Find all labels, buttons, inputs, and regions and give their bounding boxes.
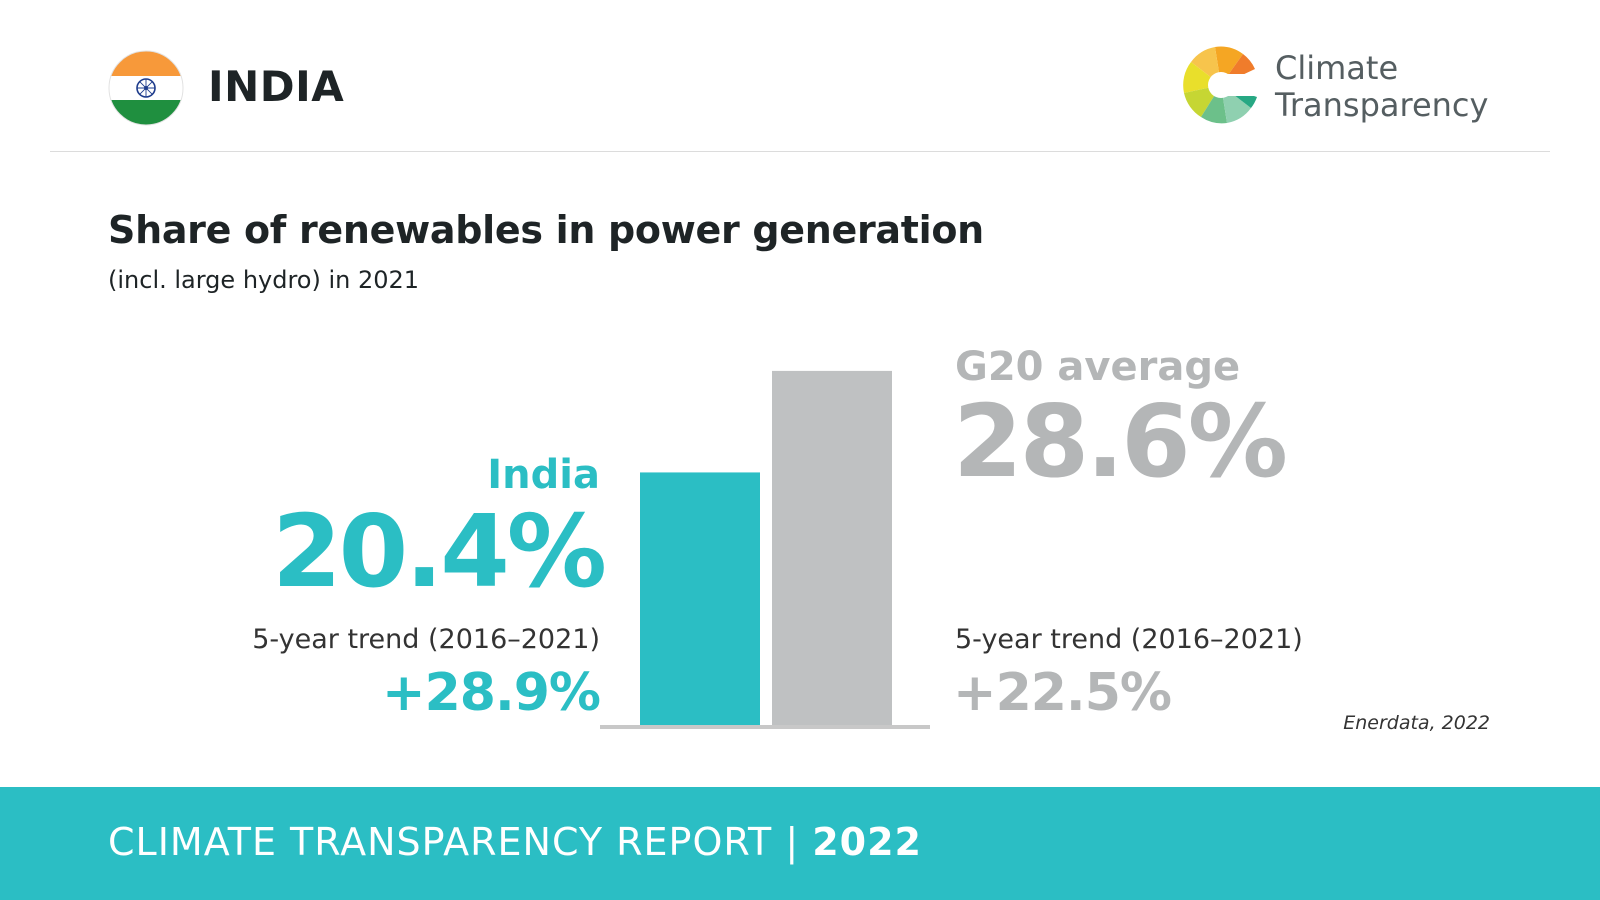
- country-trend-label: 5-year trend (2016–2021): [252, 624, 600, 655]
- chart-subtitle: (incl. large hydro) in 2021: [108, 266, 420, 294]
- footer-banner: [0, 787, 1600, 900]
- g20-trend-label: 5-year trend (2016–2021): [955, 624, 1303, 655]
- country-trend-value: +28.9%: [382, 663, 601, 723]
- chart-title: Share of renewables in power generation: [108, 208, 984, 252]
- country-name: INDIA: [208, 62, 345, 111]
- logo-line-1: Climate: [1275, 49, 1399, 87]
- footer-report-name: CLIMATE TRANSPARENCY REPORT: [108, 820, 773, 864]
- logo-text: Climate Transparency: [1275, 50, 1488, 124]
- logo-line-2: Transparency: [1275, 86, 1489, 124]
- g20-trend-value: +22.5%: [953, 663, 1172, 723]
- india-flag-icon: [108, 50, 184, 126]
- g20-series-label: G20 average: [955, 344, 1241, 390]
- country-value-label: 20.4%: [272, 493, 607, 610]
- bar-g20-average: [772, 370, 892, 725]
- header-divider: [50, 151, 1550, 152]
- g20-value-label: 28.6%: [953, 383, 1288, 500]
- footer-year: 2022: [812, 820, 922, 864]
- bar-chart: [600, 370, 930, 729]
- bar-india: [640, 472, 760, 725]
- climate-transparency-logo-icon: [1183, 46, 1262, 124]
- footer-title: CLIMATE TRANSPARENCY REPORT | 2022: [108, 820, 922, 864]
- source-note: Enerdata, 2022: [1343, 712, 1490, 734]
- footer-separator: |: [785, 820, 800, 864]
- country-series-label: India: [487, 452, 600, 498]
